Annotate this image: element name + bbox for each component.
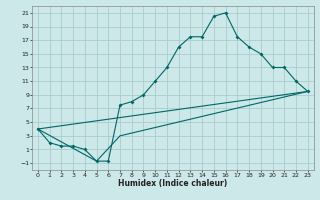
X-axis label: Humidex (Indice chaleur): Humidex (Indice chaleur): [118, 179, 228, 188]
